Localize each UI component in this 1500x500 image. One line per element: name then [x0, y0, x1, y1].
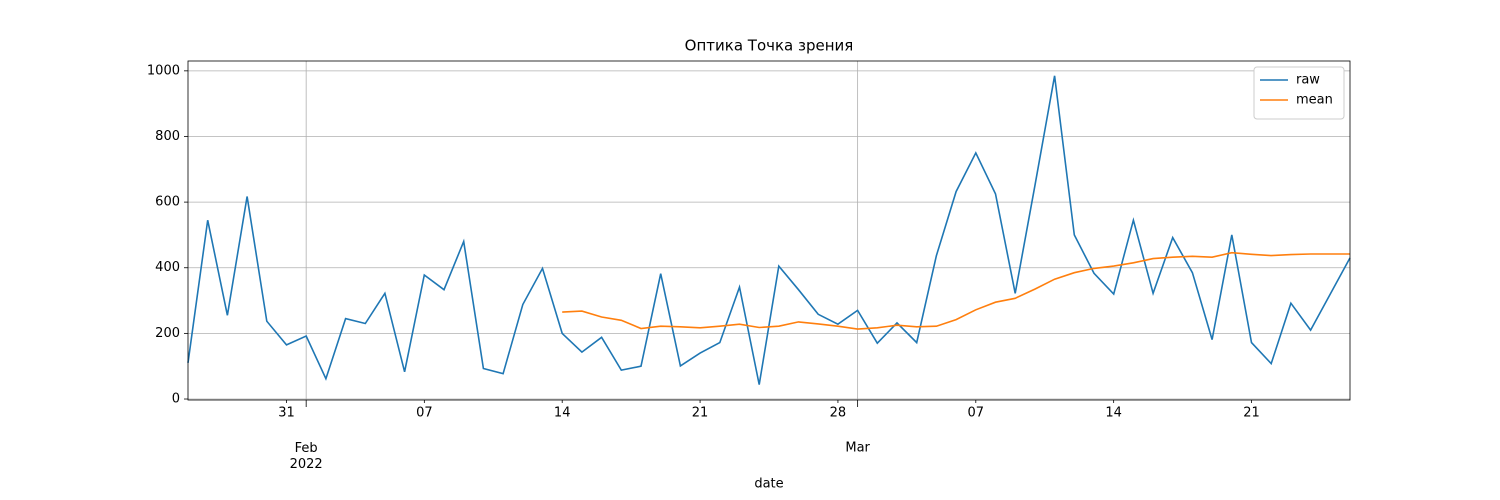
chart-title: Оптика Точка зрения: [685, 37, 854, 55]
x-tick-label: 14: [554, 406, 571, 421]
y-tick-label: 200: [155, 326, 180, 341]
y-tick-label: 1000: [147, 63, 180, 78]
x-tick-label: Mar: [845, 441, 870, 456]
x-tick-label: Feb 2022: [290, 441, 323, 472]
x-tick-label: 07: [968, 406, 985, 421]
y-tick-label: 600: [155, 195, 180, 210]
x-tick-label: 28: [830, 406, 847, 421]
x-tick-label: 21: [692, 406, 709, 421]
x-tick-label: 21: [1243, 406, 1260, 421]
y-tick-label: 400: [155, 260, 180, 275]
x-tick-label: 07: [416, 406, 433, 421]
x-axis-label: date: [754, 477, 783, 492]
plot-frame: [187, 60, 1351, 401]
data-line: [187, 75, 1351, 385]
legend-label: raw: [1296, 73, 1320, 88]
legend-label: mean: [1296, 93, 1333, 108]
x-tick-label: 31: [278, 406, 295, 421]
y-tick-label: 0: [172, 392, 180, 407]
y-tick-label: 800: [155, 129, 180, 144]
x-tick-label: 14: [1105, 406, 1122, 421]
data-line: [562, 251, 1350, 330]
